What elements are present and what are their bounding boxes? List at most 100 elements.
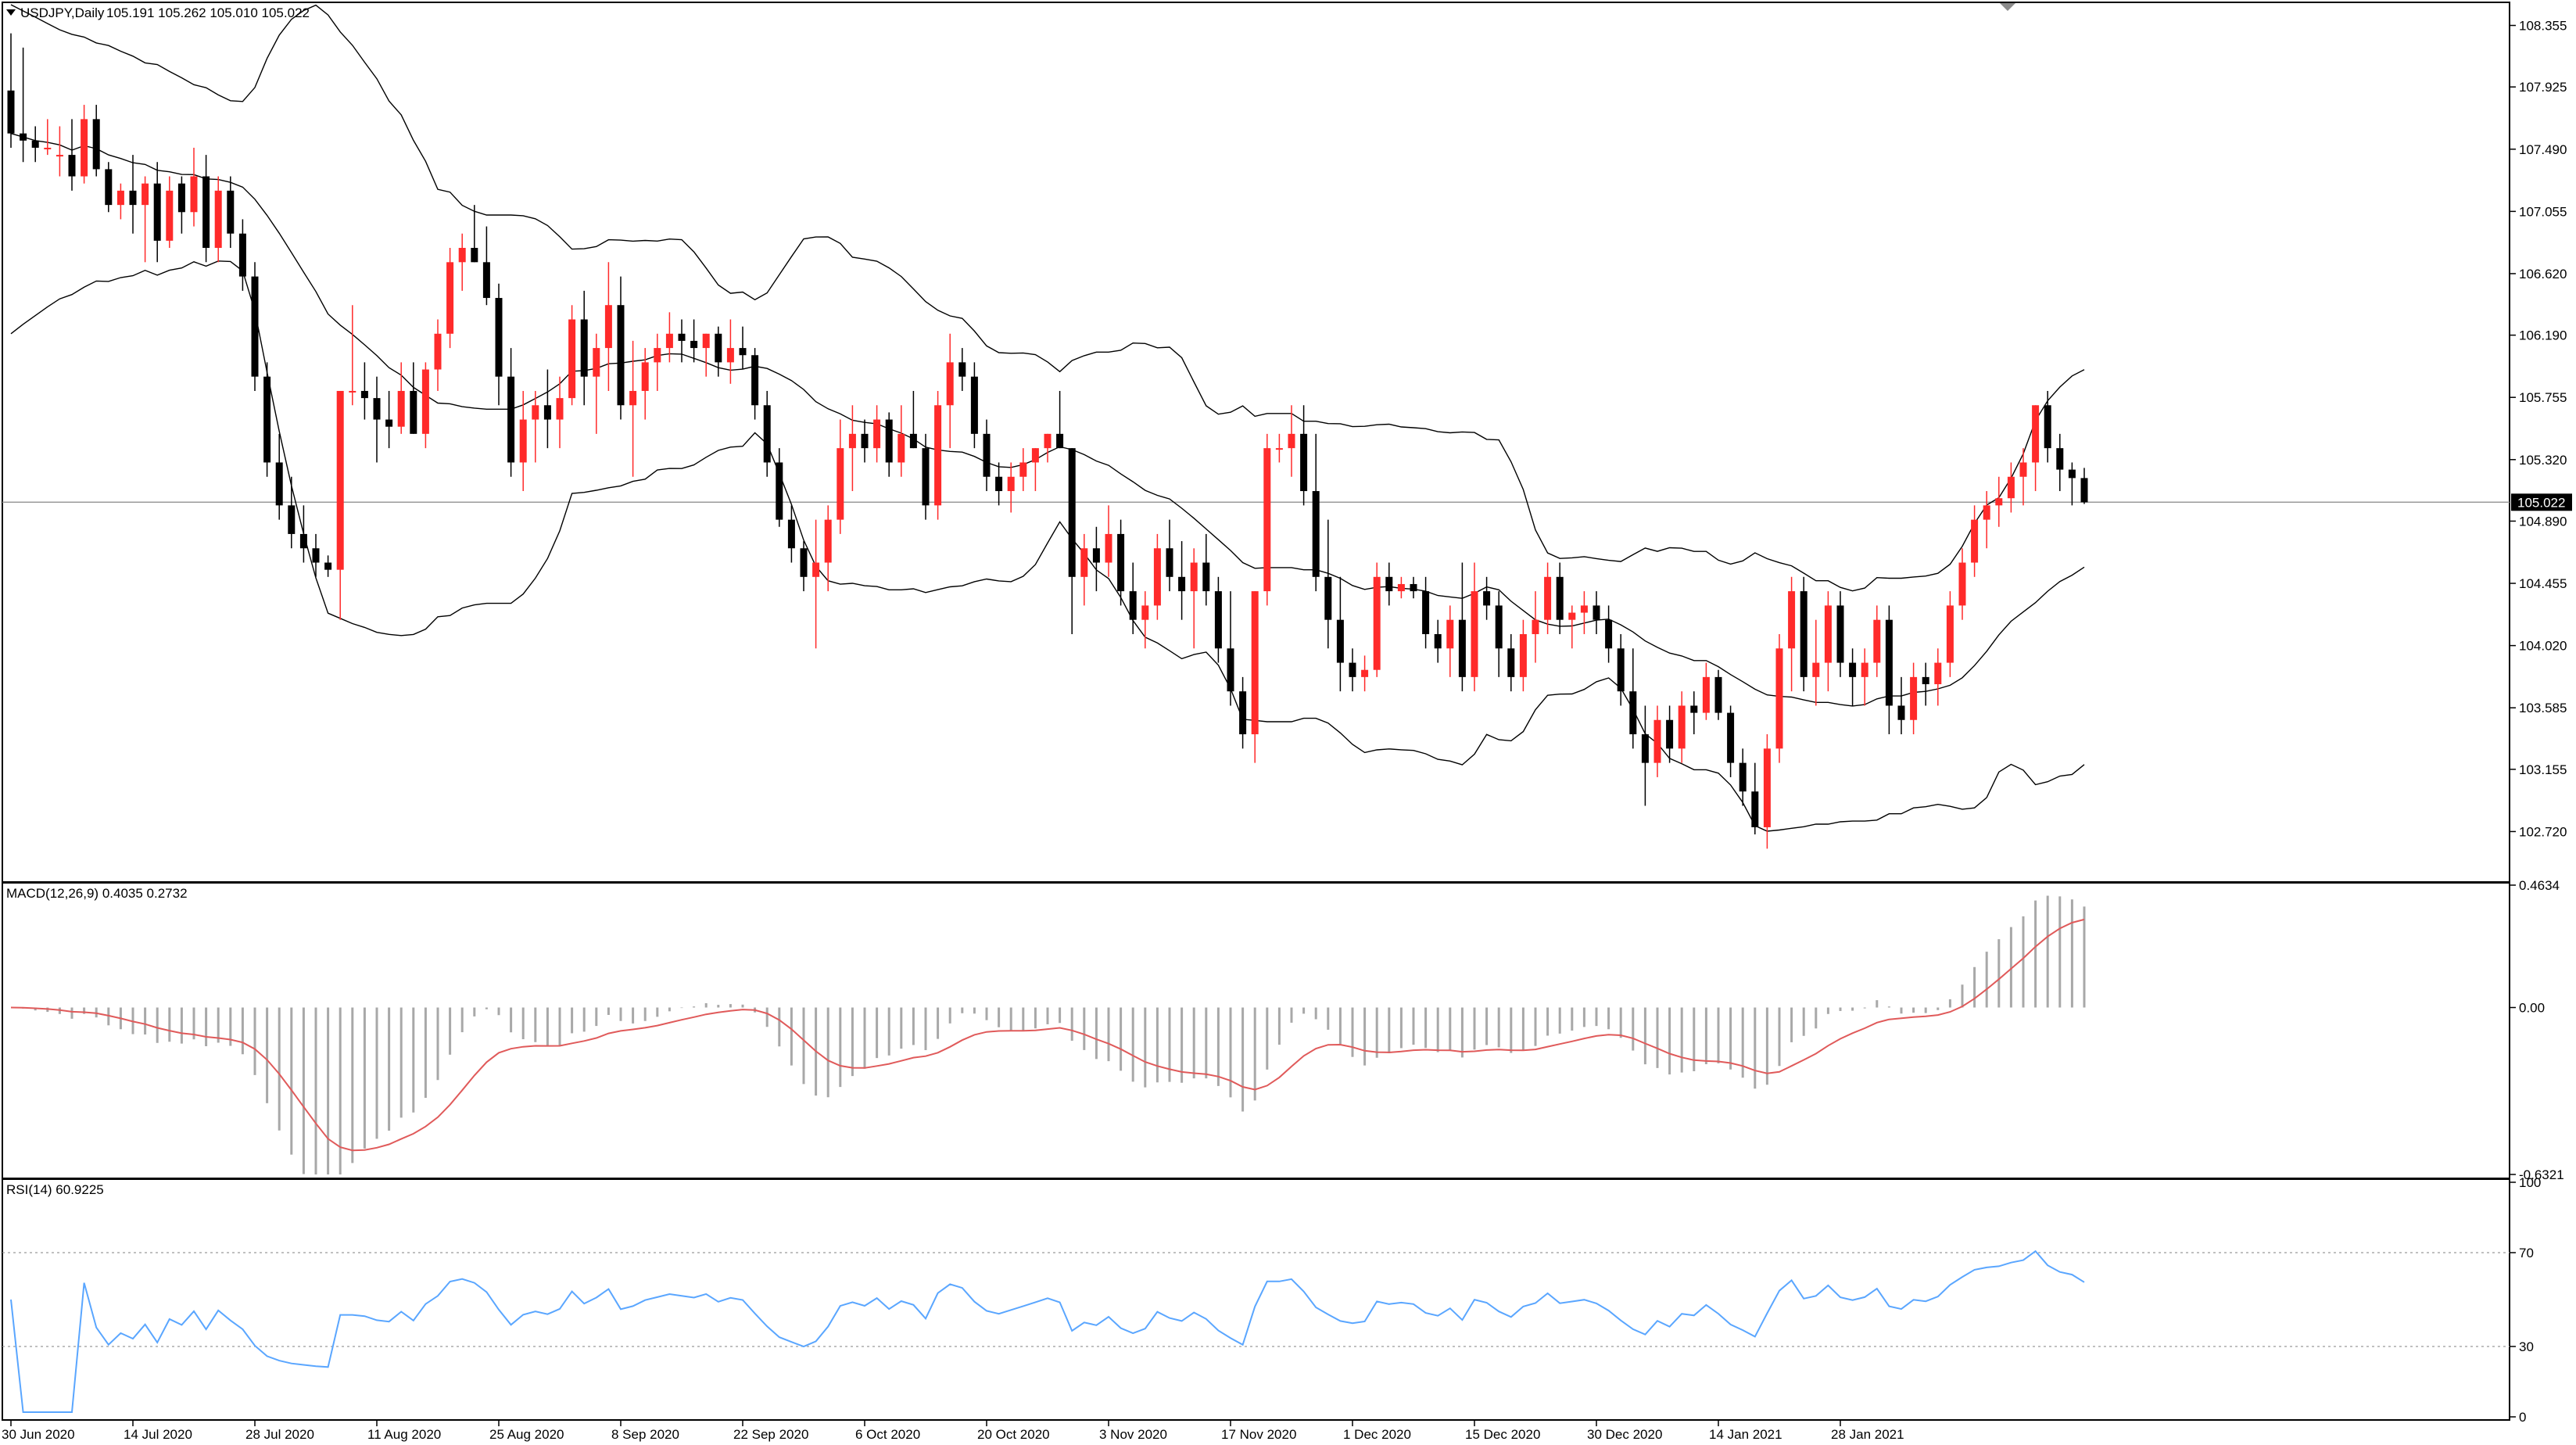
candle-body: [800, 548, 808, 577]
candle-body: [421, 369, 429, 434]
candle-body: [739, 348, 747, 356]
candle-body: [1288, 433, 1295, 449]
candle-body: [1507, 648, 1515, 677]
price-tick-label: 105.755: [2519, 390, 2567, 405]
candle-body: [397, 390, 405, 427]
candle-body: [702, 333, 710, 349]
candle-body: [1117, 533, 1125, 592]
date-tick-label: 25 Aug 2020: [489, 1427, 564, 1442]
candle-body: [1544, 576, 1552, 620]
date-tick-label: 14 Jan 2021: [1709, 1427, 1782, 1442]
macd-tick-label: -0.6321: [2519, 1167, 2564, 1182]
price-tick-label: 107.055: [2519, 204, 2567, 219]
rsi-tick-label: 100: [2519, 1175, 2541, 1190]
macd-label: MACD(12,26,9) 0.4035 0.2732: [6, 886, 188, 901]
scroll-marker-icon[interactable]: [2000, 3, 2015, 11]
candle-body: [1056, 433, 1064, 449]
candle-body: [665, 333, 673, 349]
candle-body: [20, 133, 27, 141]
candle-body: [1666, 719, 1674, 749]
candle-body: [1690, 705, 1698, 713]
candle-body: [1812, 662, 1820, 677]
candle-body: [1617, 648, 1625, 692]
candle-body: [556, 398, 564, 420]
candle-body: [824, 519, 832, 563]
candle-body: [1092, 548, 1100, 563]
candle-body: [1446, 619, 1454, 649]
date-tick-label: 28 Jul 2020: [245, 1427, 314, 1442]
candle-body: [1629, 691, 1637, 735]
candle-body: [495, 298, 503, 377]
candle-body: [1239, 691, 1247, 735]
macd-indicator: 0.4634 0.00 -0.6321: [10, 878, 2564, 1182]
candle-body: [1605, 619, 1613, 649]
candle-body: [812, 562, 820, 577]
rsi-indicator: 100 70 30 0: [2, 1175, 2541, 1425]
candle-body: [1788, 591, 1796, 649]
candle-body: [1678, 705, 1686, 749]
candle-body: [214, 190, 222, 249]
candle-body: [275, 462, 283, 506]
candle-body: [885, 419, 893, 463]
date-tick-label: 28 Jan 2021: [1831, 1427, 1904, 1442]
rsi-tick-label: 70: [2519, 1246, 2534, 1260]
candle-body: [763, 405, 771, 463]
candle-body: [970, 376, 978, 434]
candle-body: [116, 190, 124, 206]
candle-body: [7, 90, 15, 134]
candle-body: [1714, 676, 1722, 713]
candle-body: [1031, 448, 1039, 463]
candle-body: [1385, 576, 1393, 592]
candle-body: [1300, 433, 1308, 492]
price-tick-label: 104.020: [2519, 639, 2567, 654]
candle-body: [1397, 583, 1405, 592]
candle-body: [410, 390, 417, 434]
candle-body: [458, 248, 466, 263]
candle-body: [934, 405, 942, 506]
candle-body: [776, 462, 783, 520]
candle-body: [1702, 676, 1710, 713]
triangle-down-icon[interactable]: [6, 9, 16, 16]
candles: [7, 33, 2088, 849]
candle-body: [1263, 448, 1271, 592]
current-price-line: 105.022: [2, 493, 2572, 511]
candle-body: [1483, 591, 1491, 606]
candle-body: [1568, 612, 1576, 620]
candle-body: [56, 155, 63, 157]
rsi-tick-label: 30: [2519, 1339, 2534, 1354]
candle-body: [1922, 676, 1929, 685]
candle-body: [1580, 605, 1588, 613]
candle-body: [897, 433, 905, 463]
price-axis: 108.355 107.925 107.490 107.055 106.620 106.1…: [2510, 19, 2567, 839]
date-tick-label: 14 Jul 2020: [124, 1427, 192, 1442]
candle-body: [1178, 576, 1186, 592]
candle-body: [227, 190, 235, 234]
macd-tick-label: 0.00: [2519, 1001, 2545, 1016]
candle-body: [726, 348, 734, 363]
candle-body: [336, 390, 344, 570]
candle-body: [1044, 433, 1052, 449]
candle-body: [238, 233, 246, 277]
candle-body: [1995, 498, 2003, 506]
candle-body: [446, 262, 454, 334]
candle-body: [44, 147, 52, 149]
candle-body: [1227, 648, 1234, 692]
candle-body: [105, 169, 113, 206]
candle-body: [604, 305, 612, 349]
candle-body: [580, 319, 588, 377]
price-tick-label: 103.155: [2519, 762, 2567, 777]
candle-body: [715, 333, 722, 363]
date-tick-label: 11 Aug 2020: [367, 1427, 441, 1442]
candle-body: [629, 390, 637, 406]
rsi-pane[interactable]: [2, 1178, 2510, 1421]
candle-body: [1946, 605, 1954, 663]
candle-body: [81, 119, 88, 177]
candle-body: [1910, 676, 1918, 720]
candle-body: [1190, 562, 1198, 592]
candle-body: [1458, 619, 1466, 677]
candle-body: [1593, 605, 1600, 620]
candle-body: [1873, 619, 1881, 663]
candle-body: [861, 433, 869, 449]
price-tick-label: 106.190: [2519, 328, 2567, 343]
candle-body: [690, 340, 698, 349]
